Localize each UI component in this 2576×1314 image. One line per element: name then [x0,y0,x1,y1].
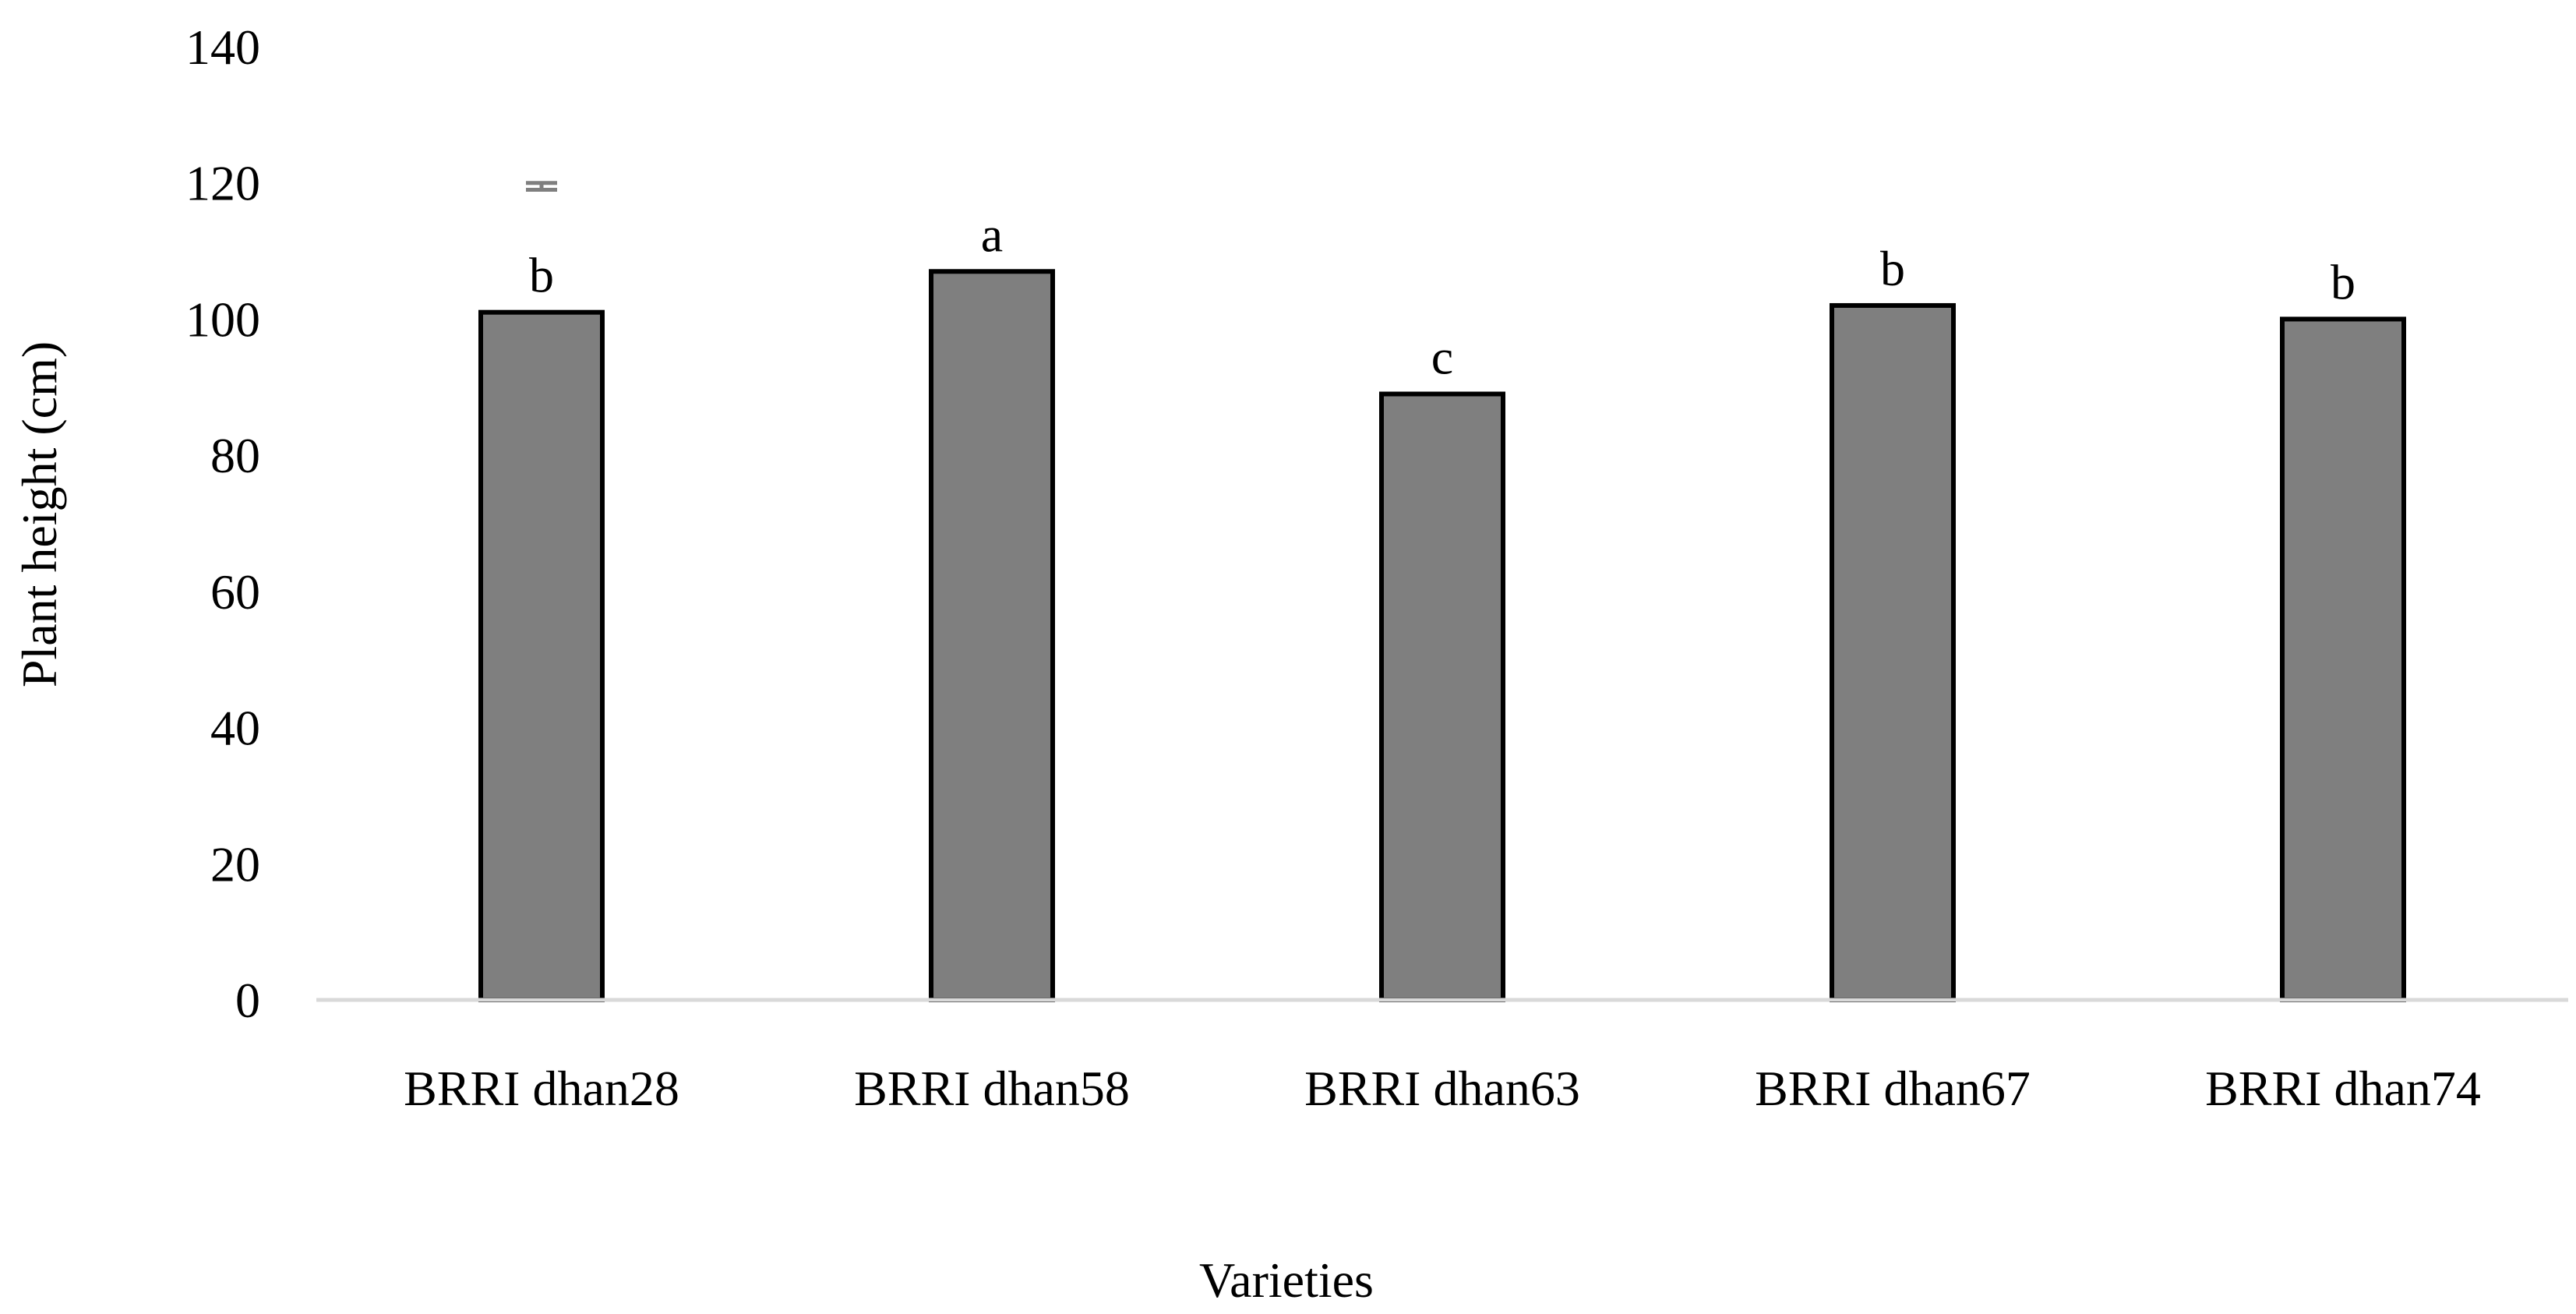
error-bars-group [526,181,557,192]
y-tick-label: 100 [185,291,260,347]
y-tick-label: 20 [210,836,260,892]
y-tick-label: 60 [210,564,260,620]
y-tick-label: 120 [185,156,260,211]
error-bar [526,181,557,192]
x-tick-label: BRRI dhan63 [1304,1061,1580,1116]
significance-letter: b [529,248,554,303]
significance-letter: b [1880,241,1905,296]
y-tick-label: 0 [235,973,260,1028]
y-tick-label: 140 [185,19,260,75]
significance-letter: b [2331,254,2355,309]
bar-brri-dhan28 [478,309,605,1002]
x-tick-label: BRRI dhan28 [404,1061,679,1116]
x-axis-category-labels: BRRI dhan28 BRRI dhan58 BRRI dhan63 BRRI dh… [404,1061,2481,1116]
bar-brri-dhan74 [2280,316,2406,1002]
bar-brri-dhan63 [1379,391,1505,1002]
significance-letter: a [981,207,1003,262]
y-axis-title: Plant height (cm) [12,341,67,687]
y-axis-ticks: 0 20 40 60 80 100 120 140 [185,19,260,1028]
x-tick-label: BRRI dhan67 [1755,1061,2031,1116]
x-axis-title: Varieties [1199,1252,1374,1308]
bar-brri-dhan58 [929,269,1055,1002]
x-tick-label: BRRI dhan58 [854,1061,1130,1116]
x-tick-label: BRRI dhan74 [2205,1061,2481,1116]
significance-letter: c [1431,330,1453,385]
significance-labels-group: b a c b b [529,207,2355,384]
y-tick-label: 40 [210,701,260,756]
bar-brri-dhan67 [1830,302,1956,1002]
bars-group [478,269,2406,1002]
y-tick-label: 80 [210,428,260,483]
